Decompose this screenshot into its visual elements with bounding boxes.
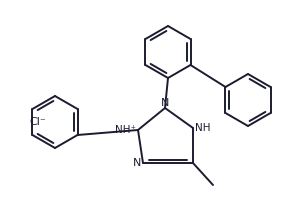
Text: N: N — [161, 98, 169, 108]
Text: NH⁺: NH⁺ — [115, 125, 136, 135]
Text: Cl⁻: Cl⁻ — [30, 117, 46, 127]
Text: N: N — [133, 158, 141, 168]
Text: NH: NH — [195, 123, 210, 133]
